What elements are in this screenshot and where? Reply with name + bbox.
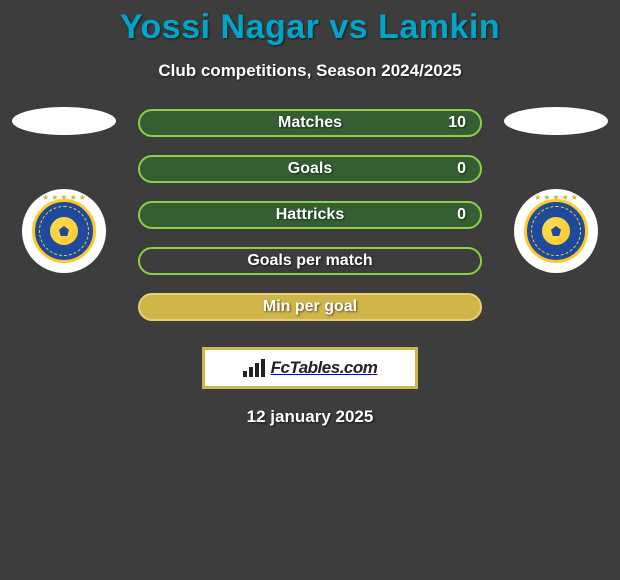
date-label: 12 january 2025 xyxy=(0,407,620,427)
star-icon: ★ xyxy=(571,193,578,202)
stat-label: Goals xyxy=(288,160,332,178)
player-photo-placeholder-right xyxy=(504,107,608,135)
club-badge-right: ★ ★ ★ ★ ★ xyxy=(514,189,598,273)
page-title: Yossi Nagar vs Lamkin xyxy=(0,8,620,47)
stat-value-right: 0 xyxy=(457,206,466,224)
ball-icon xyxy=(541,216,571,246)
stat-bars: Matches 10 Goals 0 Hattricks 0 Goals per match… xyxy=(138,109,482,321)
ball-icon xyxy=(49,216,79,246)
branding-link[interactable]: FcTables.com xyxy=(202,347,418,389)
stat-label: Matches xyxy=(278,114,342,132)
stat-bar: Goals 0 xyxy=(138,155,482,183)
stat-bar: Hattricks 0 xyxy=(138,201,482,229)
stat-bar: Min per goal xyxy=(138,293,482,321)
left-column: ★ ★ ★ ★ ★ xyxy=(8,109,120,273)
subtitle: Club competitions, Season 2024/2025 xyxy=(0,61,620,81)
player-photo-placeholder-left xyxy=(12,107,116,135)
infographic-container: Yossi Nagar vs Lamkin Club competitions,… xyxy=(0,0,620,427)
right-column: ★ ★ ★ ★ ★ xyxy=(500,109,612,273)
star-icon: ★ xyxy=(42,193,49,202)
club-badge-left: ★ ★ ★ ★ ★ xyxy=(22,189,106,273)
stat-bar: Matches 10 xyxy=(138,109,482,137)
stat-value-right: 0 xyxy=(457,160,466,178)
badge-inner xyxy=(524,199,588,263)
stat-bar: Goals per match xyxy=(138,247,482,275)
star-icon: ★ xyxy=(534,193,541,202)
badge-inner xyxy=(32,199,96,263)
stat-label: Hattricks xyxy=(276,206,344,224)
star-icon: ★ xyxy=(79,193,86,202)
stat-label: Min per goal xyxy=(263,298,357,316)
chart-icon xyxy=(243,359,265,377)
stat-value-right: 10 xyxy=(448,114,466,132)
stat-label: Goals per match xyxy=(247,252,372,270)
main-row: ★ ★ ★ ★ ★ Matches10Goals0Hattricks0Goals… xyxy=(0,109,620,321)
branding-text: FcTables.com xyxy=(271,358,378,378)
